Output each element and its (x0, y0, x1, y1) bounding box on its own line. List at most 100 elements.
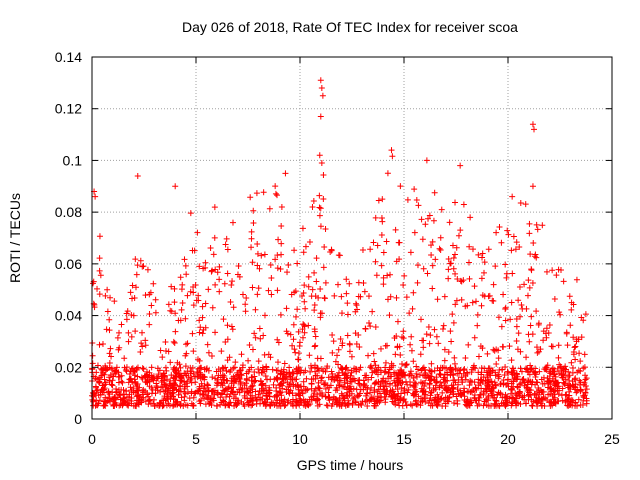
data-point (242, 301, 249, 308)
data-point (349, 400, 356, 407)
data-point (338, 310, 345, 317)
data-point (213, 403, 220, 410)
data-point (138, 340, 145, 347)
data-point (256, 325, 263, 332)
data-point (94, 402, 101, 409)
data-point (212, 281, 219, 288)
data-point (369, 395, 376, 402)
data-point (118, 321, 125, 328)
data-point (139, 365, 146, 372)
data-point (193, 297, 200, 304)
data-point (116, 329, 122, 336)
data-point (436, 245, 443, 252)
data-point (460, 367, 467, 374)
data-point (216, 288, 223, 295)
data-point (276, 388, 283, 395)
data-point (565, 384, 572, 391)
data-point (270, 381, 277, 388)
data-point (224, 322, 231, 329)
data-point (187, 210, 194, 217)
data-point (381, 379, 388, 386)
data-point (510, 378, 517, 385)
data-point (192, 282, 199, 289)
data-point (428, 388, 435, 395)
data-point (577, 358, 584, 365)
data-point (161, 381, 168, 388)
data-point (355, 380, 362, 387)
data-point (228, 281, 235, 288)
data-point (495, 347, 502, 354)
chart-title: Day 026 of 2018, Rate Of TEC Index for r… (182, 19, 518, 35)
data-point (479, 254, 486, 261)
data-point (437, 234, 444, 241)
data-point (510, 395, 517, 402)
data-point (316, 401, 323, 408)
data-point (504, 368, 511, 375)
data-point (105, 388, 112, 395)
data-point (164, 387, 171, 394)
data-point (500, 381, 507, 388)
data-point (543, 268, 550, 275)
data-point (284, 269, 291, 276)
y-tick-label: 0.12 (55, 101, 82, 117)
data-point (410, 392, 417, 399)
data-point (454, 275, 461, 282)
data-point (138, 396, 145, 403)
data-point (237, 381, 244, 388)
data-point (255, 366, 262, 373)
data-point (171, 401, 178, 408)
data-point (565, 395, 572, 402)
data-point (356, 343, 363, 350)
data-point (372, 324, 379, 331)
data-point (142, 398, 149, 405)
data-point (316, 152, 323, 159)
data-point (106, 350, 113, 357)
data-point (305, 283, 312, 290)
data-point (146, 396, 153, 403)
data-point (510, 233, 517, 240)
data-point (204, 384, 211, 391)
data-point (227, 366, 234, 373)
data-point (273, 384, 280, 391)
data-point (134, 373, 141, 380)
data-point (116, 344, 123, 351)
data-point (229, 219, 236, 226)
data-point (428, 242, 435, 249)
data-point (488, 390, 495, 397)
data-point (316, 385, 323, 392)
data-point (162, 338, 169, 345)
data-point (197, 324, 204, 331)
data-point (552, 387, 559, 394)
data-point (101, 389, 108, 396)
data-point (300, 249, 307, 256)
data-point (449, 311, 456, 318)
data-point (534, 349, 541, 356)
data-point (221, 280, 228, 287)
data-point (342, 365, 349, 372)
data-point (522, 400, 529, 407)
data-point (103, 326, 110, 333)
data-point (474, 311, 481, 318)
data-point (232, 359, 239, 366)
data-point (542, 365, 549, 372)
data-point (529, 331, 536, 338)
data-point (576, 350, 583, 357)
data-point (96, 233, 103, 240)
data-point (423, 157, 430, 164)
data-point (419, 337, 426, 344)
data-point (425, 374, 432, 381)
data-point (475, 251, 482, 258)
data-point (307, 368, 314, 375)
data-point (355, 293, 362, 300)
data-point (96, 255, 103, 262)
data-point (303, 387, 310, 394)
data-point (451, 251, 458, 258)
data-point (359, 247, 366, 254)
data-point (418, 316, 425, 323)
data-point (342, 402, 349, 409)
data-point (320, 381, 327, 388)
data-point (353, 340, 360, 347)
data-point (231, 364, 238, 371)
data-point (547, 385, 554, 392)
data-point (570, 301, 577, 308)
